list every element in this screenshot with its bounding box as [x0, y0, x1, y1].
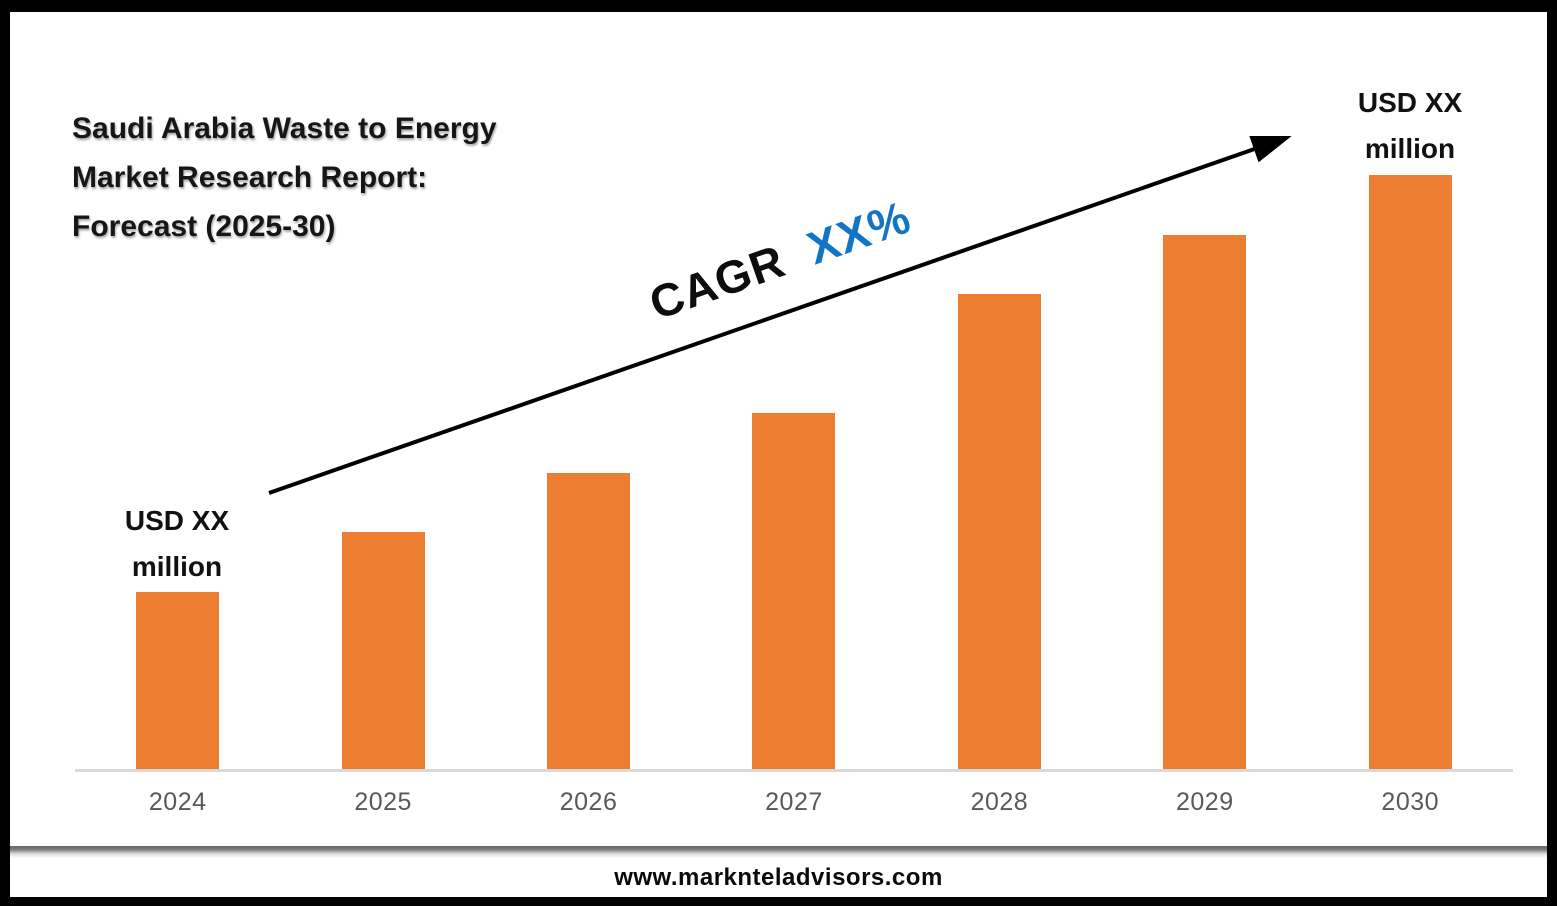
data-label-2024: USD XX million	[57, 498, 297, 590]
bar-column-2030	[1308, 12, 1513, 770]
bar-column-2027	[691, 12, 896, 770]
x-axis-line	[75, 769, 1513, 772]
bar-2025	[341, 532, 425, 770]
bar-2027	[752, 413, 836, 770]
footer-website: www.marknteladvisors.com	[614, 863, 943, 891]
x-tick-2027: 2027	[765, 788, 823, 816]
chart-canvas: Saudi Arabia Waste to Energy Market Rese…	[10, 12, 1547, 897]
bar-column-2025	[280, 12, 485, 770]
data-label-2030-line2: million	[1364, 133, 1456, 164]
data-label-2030: USD XX million	[1290, 80, 1530, 172]
bar-plot-area	[75, 12, 1513, 770]
x-tick-2026: 2026	[559, 788, 618, 816]
bar-column-2024	[75, 12, 280, 770]
data-label-2024-line2: million	[131, 551, 223, 582]
footer: www.marknteladvisors.com	[10, 846, 1547, 897]
bar-2030	[1368, 175, 1452, 770]
bar-2026	[547, 472, 631, 770]
bar-2028	[957, 294, 1041, 770]
x-tick-2030: 2030	[1381, 788, 1440, 816]
x-tick-2028: 2028	[970, 788, 1029, 816]
bar-column-2026	[486, 12, 691, 770]
data-label-2024-line1: USD XX	[124, 505, 230, 536]
x-tick-2024: 2024	[148, 788, 207, 816]
bar-2024	[136, 591, 220, 770]
bar-column-2028	[897, 12, 1102, 770]
x-tick-2025: 2025	[354, 788, 412, 816]
footer-divider	[10, 846, 1547, 858]
x-axis-labels: 2024 2025 2026 2027 2028 2029 2030	[75, 788, 1513, 817]
x-tick-2029: 2029	[1176, 788, 1234, 816]
data-label-2030-line1: USD XX	[1357, 87, 1463, 118]
bar-2029	[1163, 234, 1247, 770]
bar-column-2029	[1102, 12, 1307, 770]
